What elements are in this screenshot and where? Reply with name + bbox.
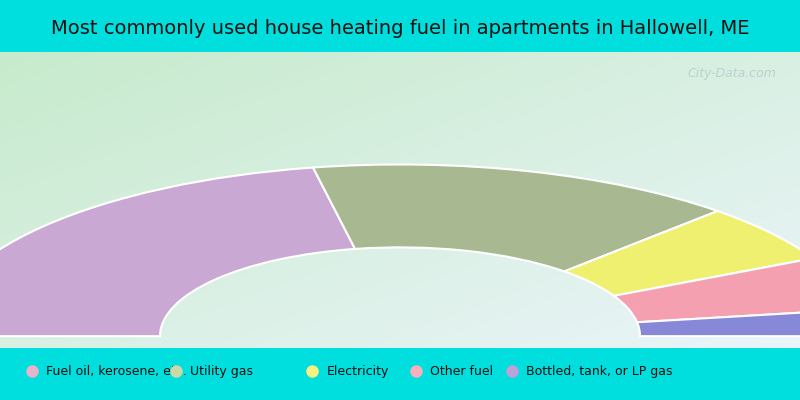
- Wedge shape: [614, 258, 800, 322]
- Text: Bottled, tank, or LP gas: Bottled, tank, or LP gas: [526, 365, 673, 378]
- Wedge shape: [0, 168, 355, 336]
- Text: Electricity: Electricity: [326, 365, 389, 378]
- Wedge shape: [313, 164, 718, 272]
- Text: Fuel oil, kerosene, etc.: Fuel oil, kerosene, etc.: [46, 365, 187, 378]
- Wedge shape: [637, 309, 800, 336]
- Wedge shape: [564, 211, 800, 296]
- Text: City-Data.com: City-Data.com: [687, 67, 776, 80]
- Text: Utility gas: Utility gas: [190, 365, 254, 378]
- Text: Other fuel: Other fuel: [430, 365, 494, 378]
- Text: Most commonly used house heating fuel in apartments in Hallowell, ME: Most commonly used house heating fuel in…: [50, 19, 750, 38]
